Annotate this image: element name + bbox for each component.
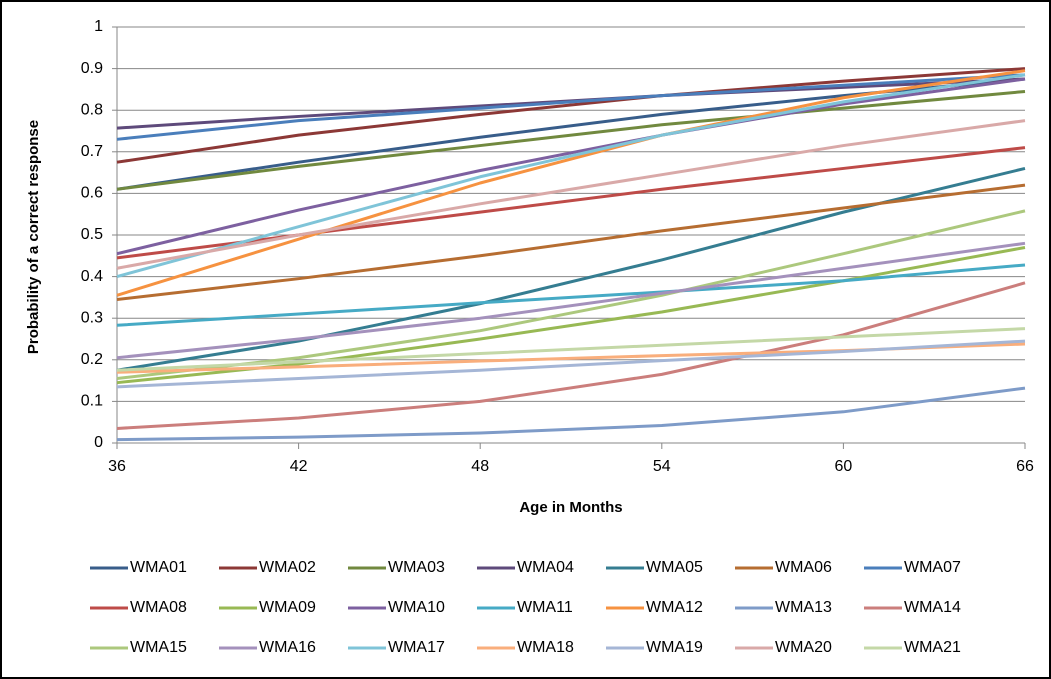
x-tick-label: 54 <box>653 458 671 475</box>
legend-label: WMA05 <box>646 559 703 576</box>
series-line <box>116 241 1026 360</box>
legend-label: WMA13 <box>775 599 832 616</box>
y-tick-label: 0.3 <box>81 309 103 326</box>
y-tick-label: 0.7 <box>81 143 103 160</box>
y-tick-label: 0.8 <box>81 101 103 118</box>
series-line <box>116 209 1026 381</box>
x-tick-label: 42 <box>290 458 308 475</box>
legend-label: WMA03 <box>388 559 445 576</box>
x-tick-label: 66 <box>1016 458 1034 475</box>
y-axis-title: Probability of a correct response <box>25 120 42 354</box>
y-tick-label: 0.9 <box>81 60 103 77</box>
series-line <box>116 77 1026 256</box>
legend-label: WMA09 <box>259 599 316 616</box>
legend-label: WMA19 <box>646 639 703 656</box>
y-tick-label: 0.1 <box>81 393 103 410</box>
legend-label: WMA08 <box>130 599 187 616</box>
legend-label: WMA17 <box>388 639 445 656</box>
series-line <box>116 281 1026 430</box>
x-axis-title: Age in Months <box>519 499 622 516</box>
legend-label: WMA18 <box>517 639 574 656</box>
y-tick-label: 0.2 <box>81 351 103 368</box>
legend-label: WMA02 <box>259 559 316 576</box>
series-line <box>116 339 1026 389</box>
series-line <box>116 183 1026 301</box>
legend-label: WMA15 <box>130 639 187 656</box>
series-line <box>116 263 1026 327</box>
legend-label: WMA07 <box>904 559 961 576</box>
legend-label: WMA20 <box>775 639 832 656</box>
y-tick-label: 0 <box>94 434 103 451</box>
legend-label: WMA21 <box>904 639 961 656</box>
legend-label: WMA06 <box>775 559 832 576</box>
legend-label: WMA01 <box>130 559 187 576</box>
x-tick-label: 36 <box>108 458 126 475</box>
series-line <box>116 119 1026 270</box>
legend-label: WMA14 <box>904 599 961 616</box>
legend-label: WMA16 <box>259 639 316 656</box>
y-tick-label: 0.4 <box>81 268 103 285</box>
legend-label: WMA12 <box>646 599 703 616</box>
y-tick-label: 0.5 <box>81 226 103 243</box>
series-line <box>116 89 1026 191</box>
series-line <box>116 69 1026 297</box>
y-tick-label: 0.6 <box>81 185 103 202</box>
y-tick-label: 1 <box>94 18 103 35</box>
series-line <box>116 73 1026 279</box>
series-line <box>116 73 1026 141</box>
legend-label: WMA11 <box>517 599 573 616</box>
series-line <box>116 67 1026 164</box>
x-tick-label: 60 <box>835 458 853 475</box>
legend-label: WMA10 <box>388 599 445 616</box>
series-line <box>116 386 1026 442</box>
legend-label: WMA04 <box>517 559 574 576</box>
series-line <box>116 146 1026 260</box>
series-line <box>116 327 1026 372</box>
x-tick-label: 48 <box>471 458 489 475</box>
